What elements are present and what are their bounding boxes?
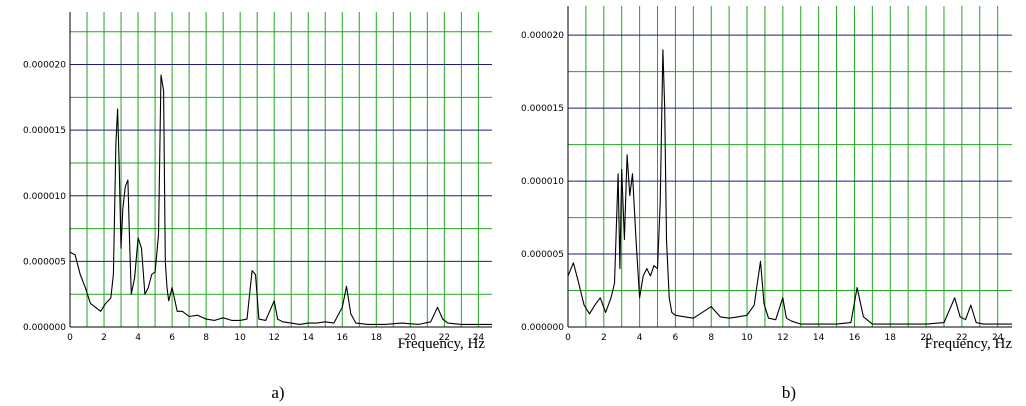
y-tick-label-b: 0.000020: [521, 31, 564, 41]
y-tick-label-a: 0.000020: [23, 61, 66, 71]
x-tick-label-b: 12: [777, 333, 788, 343]
x-tick-label-a: 2: [101, 333, 107, 343]
plot-area-a: [70, 12, 492, 327]
panel-label-a: a): [271, 383, 284, 402]
x-tick-label-b: 8: [708, 333, 714, 343]
y-tick-label-b: 0.000005: [521, 250, 564, 260]
y-tick-label-a: 0.000005: [23, 257, 66, 267]
x-tick-label-b: 16: [849, 333, 861, 343]
x-tick-label-b: 6: [673, 333, 679, 343]
x-tick-label-b: 20: [920, 333, 932, 343]
x-tick-label-a: 6: [169, 333, 175, 343]
x-tick-label-a: 16: [337, 333, 349, 343]
y-tick-label-b: 0.000015: [521, 104, 564, 114]
x-tick-label-b: 18: [885, 333, 897, 343]
plot-area-b: [568, 6, 1012, 327]
chart-panel-a: 0.000000 0.000005 0.000010 0.000015 0.000020…: [23, 12, 492, 402]
x-tick-label-a: 18: [371, 333, 383, 343]
x-tick-label-b: 22: [956, 333, 967, 343]
x-tick-label-a: 22: [439, 333, 450, 343]
x-tick-label-a: 14: [302, 333, 314, 343]
x-tick-label-a: 24: [473, 333, 485, 343]
x-tick-label-a: 10: [234, 333, 246, 343]
y-tick-label-a: 0.000015: [23, 126, 66, 136]
x-axis-label-b: Frequency, Hz: [925, 336, 1013, 352]
spectrum-line-a: [69, 74, 492, 325]
x-tick-label-a: 12: [268, 333, 279, 343]
y-tick-label-b: 0.000000: [521, 323, 564, 333]
x-tick-label-b: 14: [813, 333, 825, 343]
x-tick-label-a: 0: [67, 333, 73, 343]
panel-label-b: b): [782, 383, 796, 402]
x-tick-label-a: 20: [405, 333, 417, 343]
chart-panel-b: 0.000000 0.000005 0.000010 0.000015 0.000020…: [521, 6, 1012, 402]
spectrum-line-b: [567, 49, 1012, 325]
x-tick-label-b: 10: [741, 333, 753, 343]
x-tick-label-b: 24: [992, 333, 1004, 343]
x-tick-label-b: 0: [565, 333, 571, 343]
x-tick-label-a: 4: [135, 333, 141, 343]
y-tick-label-a: 0.000010: [23, 192, 66, 202]
y-tick-label-b: 0.000010: [521, 177, 564, 187]
x-tick-label-b: 4: [637, 333, 643, 343]
y-tick-label-a: 0.000000: [23, 323, 66, 333]
x-axis-label-a: Frequency, Hz: [398, 336, 486, 352]
x-tick-label-b: 2: [601, 333, 607, 343]
x-tick-label-a: 8: [203, 333, 209, 343]
